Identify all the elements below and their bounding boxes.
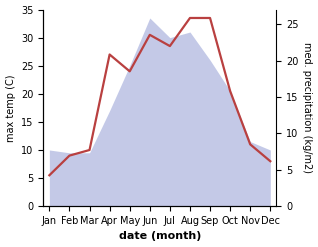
Y-axis label: med. precipitation (kg/m2): med. precipitation (kg/m2) [302,42,313,173]
Y-axis label: max temp (C): max temp (C) [5,74,16,142]
X-axis label: date (month): date (month) [119,231,201,242]
